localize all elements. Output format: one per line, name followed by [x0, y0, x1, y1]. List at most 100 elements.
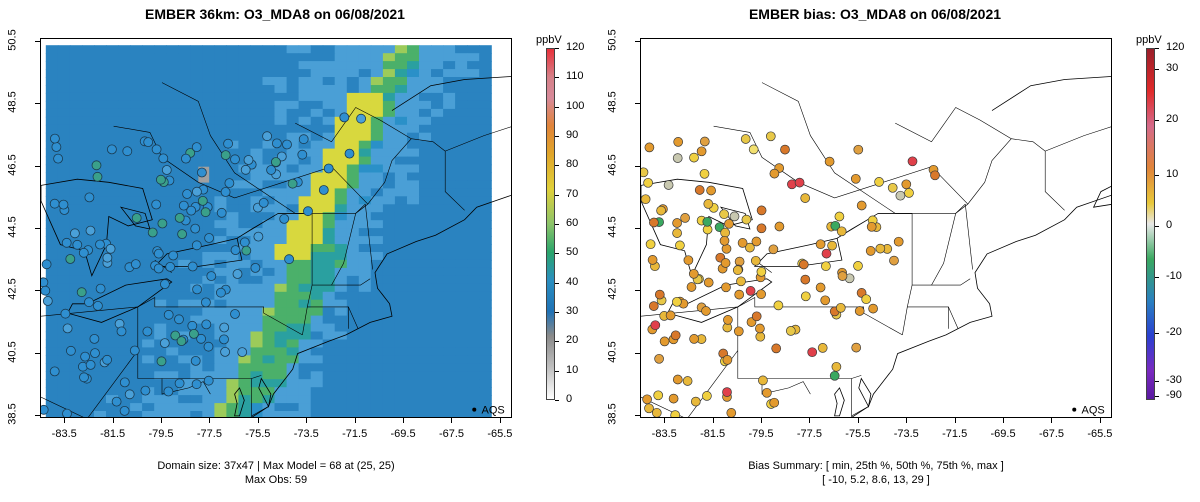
model-grid-cell: [250, 283, 264, 293]
model-obs-point: [58, 199, 69, 210]
model-grid-cell: [358, 69, 372, 78]
model-grid-cell: [334, 108, 348, 118]
model-grid-cell: [262, 283, 276, 293]
model-grid-cell: [334, 220, 348, 229]
model-grid-cell: [178, 92, 191, 102]
model-grid-cell: [394, 156, 408, 166]
boundary-line: [137, 306, 262, 379]
model-grid-cell: [322, 387, 336, 396]
model-grid-cell: [455, 180, 468, 189]
model-grid-cell: [455, 124, 468, 134]
model-grid-cell: [69, 331, 83, 341]
model-colorbar-tick-label: 70: [566, 187, 579, 200]
model-grid-cell: [142, 172, 155, 182]
bias-colorbar-tick-mark: [1155, 69, 1159, 71]
model-grid-cell: [166, 164, 179, 174]
model-grid-cell: [69, 45, 83, 54]
boundary-line: [445, 126, 511, 152]
model-grid-cell: [334, 283, 348, 293]
model-grid-cell: [118, 172, 131, 182]
model-grid-cell: [382, 355, 396, 364]
model-grid-cell: [455, 252, 468, 261]
bias-obs-point: [733, 326, 744, 337]
bias-obs-point: [654, 289, 665, 300]
model-grid-cell: [202, 45, 215, 54]
model-grid-cell: [45, 77, 59, 86]
model-grid-cell: [298, 252, 312, 261]
model-grid-cell: [226, 172, 239, 182]
model-grid-cell: [443, 299, 456, 309]
model-grid-cell: [142, 403, 155, 412]
model-grid-cell: [334, 140, 348, 150]
model-grid-cell: [238, 61, 251, 70]
bias-x-tick-mark: [954, 418, 956, 423]
model-x-tick-mark: [306, 418, 308, 423]
model-grid-cell: [250, 363, 264, 372]
bias-x-tick-mark: [712, 418, 714, 423]
model-grid-cell: [142, 236, 155, 245]
model-grid-cell: [370, 132, 384, 142]
model-grid-cell: [443, 259, 456, 269]
model-grid-cell: [130, 403, 143, 412]
model-grid-cell: [334, 323, 348, 333]
bias-obs-point: [670, 410, 681, 417]
model-grid-cell: [467, 323, 480, 333]
model-grid-cell: [286, 236, 300, 245]
bias-colorbar-tick-label: -10: [1166, 269, 1182, 282]
model-grid-cell: [178, 69, 191, 78]
model-grid-cell: [82, 116, 95, 126]
model-y-tick-label: 38.5: [6, 403, 19, 425]
model-grid-cell: [82, 387, 95, 396]
model-colorbar-tick-mark: [555, 77, 559, 79]
model-grid-cell: [407, 283, 420, 293]
model-colorbar-tick-mark: [555, 370, 559, 372]
model-grid-cell: [154, 53, 167, 62]
model-grid-cell: [262, 403, 276, 412]
model-grid-cell: [358, 212, 372, 221]
model-grid-cell: [190, 212, 203, 221]
model-grid-cell: [419, 291, 432, 301]
model-grid-cell: [298, 387, 312, 396]
model-grid-cell: [443, 244, 456, 253]
model-grid-cell: [286, 116, 300, 126]
model-grid-cell: [419, 379, 432, 388]
model-grid-cell: [82, 252, 95, 261]
model-grid-cell: [214, 307, 227, 317]
model-grid-cell: [346, 196, 360, 205]
bias-panel: EMBER bias: O3_MDA8 on 06/08/2021 AQS Bi…: [600, 0, 1200, 502]
model-grid-cell: [322, 236, 336, 245]
bias-y-tick-label: 38.5: [606, 403, 619, 425]
model-grid-cell: [455, 77, 468, 86]
bias-colorbar-unit: ppbV: [1136, 34, 1162, 46]
model-grid-cell: [82, 77, 95, 86]
model-grid-cell: [407, 379, 420, 388]
model-colorbar-tick-label: 110: [566, 70, 584, 83]
model-grid-cell: [286, 403, 300, 412]
model-grid-cell: [394, 275, 408, 285]
model-grid-cell: [69, 77, 83, 86]
boundary-line: [251, 406, 269, 417]
model-grid-cell: [479, 244, 492, 253]
boundary-line: [113, 125, 369, 205]
model-grid-cell: [106, 124, 119, 134]
model-grid-cell: [142, 371, 155, 380]
model-grid-cell: [250, 323, 264, 333]
bias-obs-point: [689, 334, 699, 344]
model-grid-cell: [82, 85, 95, 94]
model-grid-cell: [419, 339, 432, 349]
model-grid-cell: [419, 53, 432, 62]
model-grid-cell: [310, 403, 324, 412]
bias-obs-point: [729, 211, 740, 222]
model-grid-cell: [298, 363, 312, 372]
model-grid-cell: [358, 323, 372, 333]
boundary-line: [965, 204, 973, 270]
model-grid-cell: [94, 411, 107, 417]
model-grid-cell: [407, 331, 420, 341]
model-grid-cell: [443, 92, 456, 102]
model-grid-cell: [346, 116, 360, 126]
model-grid-cell: [57, 283, 71, 293]
model-obs-point: [78, 247, 89, 258]
model-grid-cell: [69, 164, 83, 174]
bias-y-tick-label: 42.5: [606, 278, 619, 300]
model-grid-cell: [69, 204, 83, 213]
